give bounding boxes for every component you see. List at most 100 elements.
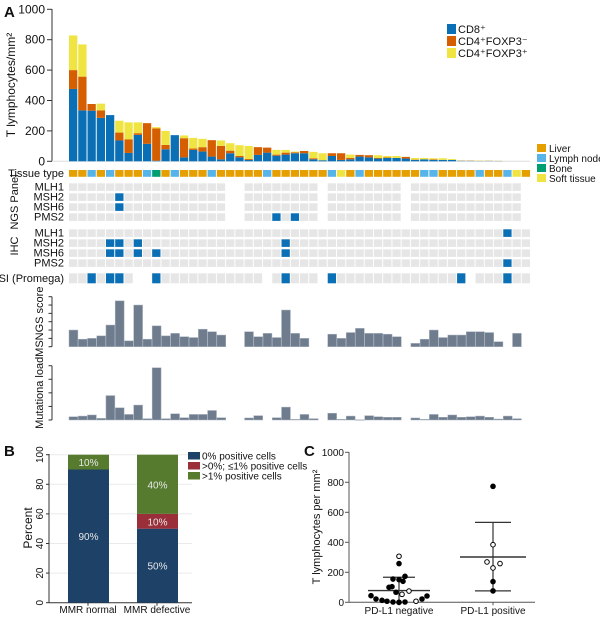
legend-label: CD4⁺FOXP3⁻ (458, 36, 528, 48)
bar-cd4-foxp3-neg (263, 147, 272, 153)
ngs-cell-normal (198, 183, 207, 191)
ihc-cell-normal (69, 239, 78, 247)
msngs-bar (484, 332, 494, 347)
ngs-cell-normal (290, 193, 300, 201)
ihc-cell-normal (512, 229, 521, 237)
stacked-bar-segment (137, 513, 178, 529)
ngs-cell-normal (133, 193, 142, 201)
ihc-cell-normal (290, 229, 300, 237)
data-label: 50% (147, 562, 167, 573)
bar-cd4-foxp3-pos (124, 122, 133, 140)
ihc-cell-normal (355, 249, 364, 257)
ngs-cell-normal (179, 213, 189, 221)
mutational-load-bar (512, 418, 522, 421)
ngs-cell-normal (161, 203, 170, 211)
ngs-cell-normal (503, 183, 512, 191)
bar-cd8 (429, 159, 438, 162)
ngs-cell-normal (475, 203, 484, 211)
tissue-cell-liver (309, 170, 318, 177)
msngs-bar (281, 309, 291, 347)
mutational-load-bar (133, 404, 143, 421)
ngs-cell-normal (78, 183, 87, 191)
ngs-cell-normal (272, 193, 281, 201)
ihc-cell-normal (133, 229, 142, 237)
ngs-cell-normal (438, 203, 447, 211)
bar-cd8 (69, 88, 78, 162)
ngs-cell-normal (503, 213, 512, 221)
msi-cell-positive (281, 273, 290, 284)
ihc-cell-normal (170, 229, 179, 237)
data-point-open (490, 565, 496, 571)
bar-cd8 (355, 156, 364, 162)
msi-cell-negative (69, 273, 78, 284)
mutational-load-bar (336, 419, 347, 421)
ihc-cell-normal (475, 249, 484, 257)
tissue-cell-lymph-node (105, 170, 115, 177)
ngs-cell-deficient (115, 203, 124, 211)
bar-cd4-foxp3-neg (364, 155, 373, 158)
tissue-cell-liver (466, 170, 475, 177)
bar-cd8 (327, 155, 337, 162)
msngs-bar (198, 328, 208, 347)
bar-cd4-foxp3-pos (78, 44, 87, 77)
msi-cell-negative (346, 273, 355, 284)
tissue-cell-liver (189, 170, 198, 177)
ngs-cell-normal (336, 183, 346, 191)
ngs-cell-normal (105, 193, 115, 201)
ngs-cell-normal (198, 213, 207, 221)
bar-cd8 (410, 159, 420, 162)
ihc-cell-normal (179, 249, 189, 257)
ngs-cell-normal (105, 203, 115, 211)
tissue-cell-liver (521, 170, 531, 177)
bar-cd4-foxp3-neg (189, 148, 198, 150)
msi-cell-negative (521, 273, 531, 284)
tissue-cell-liver (346, 170, 355, 177)
ngs-cell-normal (438, 183, 447, 191)
ihc-cell-normal (457, 249, 466, 257)
bar-cd4-foxp3-neg (87, 103, 96, 111)
ngs-cell-normal (281, 203, 290, 211)
mutational-load-axis-label: Mutationa load (34, 357, 46, 429)
tissue-cell-liver (290, 170, 300, 177)
bar-cd8 (447, 159, 457, 162)
data-point-open (490, 541, 496, 548)
legend-swatch (188, 452, 200, 460)
tissue-cell-soft-tissue (336, 170, 346, 177)
ihc-row-label: MLH1 (35, 227, 64, 239)
mutational-load-bar (392, 417, 402, 421)
ihc-cell-normal (346, 259, 355, 267)
legend-swatch-cd8 (447, 24, 456, 34)
legend-swatch (188, 472, 200, 480)
tissue-cell-liver (69, 170, 78, 177)
ngs-cell-deficient (290, 213, 300, 221)
bar-cd8 (244, 159, 253, 162)
ihc-cell-normal (346, 229, 355, 237)
bar-cd8 (216, 159, 226, 162)
ngs-cell-normal (336, 193, 346, 201)
ihc-cell-normal (373, 239, 383, 247)
ihc-cell-normal (152, 229, 161, 237)
bar-cd8 (207, 156, 216, 162)
ngs-cell-normal (170, 203, 179, 211)
ihc-cell-deficient (115, 239, 124, 247)
bar-cd8 (336, 159, 346, 162)
msngs-bar (493, 341, 504, 347)
ngs-cell-normal (87, 213, 96, 221)
ngs-cell-normal (364, 203, 373, 211)
msngs-bar (77, 338, 88, 347)
msi-cell-negative (290, 273, 300, 284)
tissue-legend-swatch-lymph-node (537, 154, 546, 162)
bar-cd8 (179, 157, 189, 162)
msi-cell-negative (410, 273, 420, 284)
ihc-cell-normal (466, 259, 475, 267)
msi-cell-negative (124, 273, 133, 284)
ihc-cell-normal (244, 249, 253, 257)
legend-swatch-cd4-foxp3-pos (447, 48, 456, 58)
bar-cd4-foxp3-pos (244, 145, 253, 160)
ngs-cell-normal (96, 193, 106, 201)
ngs-cell-normal (309, 193, 318, 201)
mutational-load-bar (105, 395, 116, 421)
tissue-cell-liver (272, 170, 281, 177)
bar-cd4-foxp3-neg (161, 144, 170, 150)
mutational-load-bar (216, 417, 226, 421)
